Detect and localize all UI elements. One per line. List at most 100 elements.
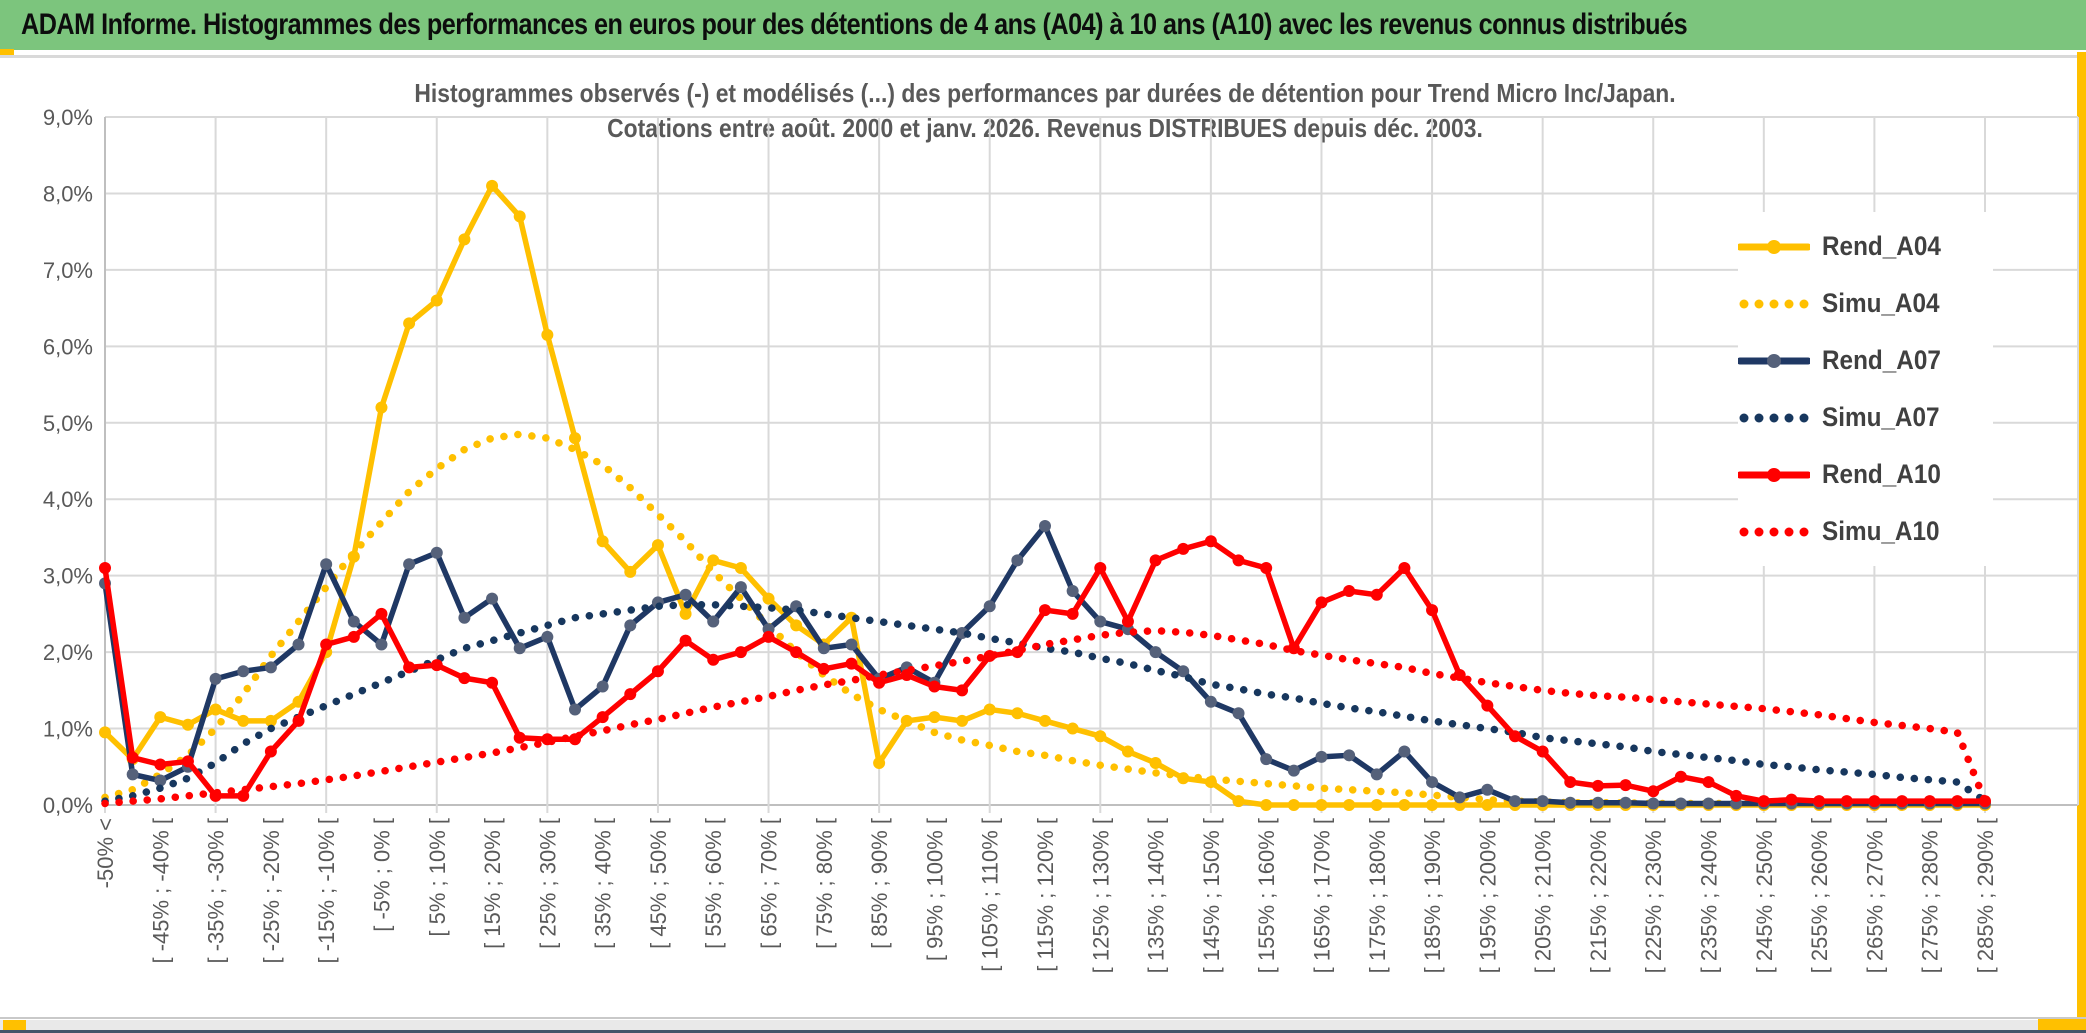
y-axis-label: 8,0% [43,181,93,206]
chart-title-line1: Histogrammes observés (-) et modélisés (… [414,78,1676,108]
marker-Rend_A07 [1343,749,1356,762]
marker-Rend_A04 [928,711,941,724]
marker-Rend_A10 [817,662,830,675]
x-axis-label: [ -25% ; -20% [ [259,818,284,964]
marker-Rend_A10 [1121,615,1134,628]
y-axis-label: 3,0% [43,564,93,589]
marker-Rend_A10 [624,688,637,701]
marker-Rend_A10 [458,672,471,685]
legend-item-Simu_A04: Simu_A04 [1738,275,1993,332]
x-axis-label: [ 35% ; 40% [ [591,818,616,949]
marker-Rend_A10 [320,638,333,651]
marker-Rend_A10 [486,676,499,689]
x-axis-label: [ 245% ; 250% [ [1752,818,1777,973]
marker-Rend_A07 [817,642,830,655]
marker-Rend_A04 [790,619,803,632]
marker-Rend_A04 [430,294,443,307]
x-axis-label: [ 205% ; 210% [ [1531,818,1556,973]
gold-accent-right [2077,52,2086,1033]
marker-Rend_A10 [181,755,194,768]
marker-Rend_A10 [1177,542,1190,555]
legend-item-Rend_A10: Rend_A10 [1738,446,1993,503]
marker-Rend_A07 [237,665,250,678]
marker-Rend_A07 [292,638,305,651]
legend-sample-solid [1738,239,1810,254]
marker-Rend_A04 [237,714,250,727]
y-axis-label: 5,0% [43,411,93,436]
marker-Rend_A04 [569,432,581,445]
gold-accent-left [0,49,14,55]
marker-Rend_A10 [1896,795,1909,808]
y-axis-label: 7,0% [43,258,93,283]
marker-Rend_A07 [569,703,581,716]
marker-Rend_A04 [1398,799,1411,811]
marker-Rend_A10 [430,659,443,672]
marker-Rend_A07 [320,558,333,571]
legend-label: Simu_A07 [1822,402,1940,432]
marker-Rend_A10 [679,634,692,647]
marker-Rend_A04 [1370,799,1383,811]
marker-Rend_A07 [1481,783,1494,796]
marker-Rend_A07 [983,600,996,613]
marker-Rend_A07 [1066,584,1079,597]
marker-Rend_A07 [154,774,167,787]
marker-Rend_A07 [1370,768,1383,781]
marker-Rend_A10 [126,751,139,764]
marker-Rend_A07 [624,619,637,632]
x-axis-label: [ 235% ; 240% [ [1697,818,1722,973]
x-axis-label: [ 55% ; 60% [ [701,818,726,949]
marker-Rend_A04 [99,726,111,739]
marker-Rend_A04 [209,703,222,716]
x-axis-label: [ 175% ; 180% [ [1365,818,1390,973]
marker-Rend_A07 [209,672,222,685]
marker-Rend_A10 [1951,795,1964,808]
marker-Rend_A07 [1426,776,1439,789]
x-axis-label: [ 255% ; 260% [ [1807,818,1832,973]
marker-Rend_A10 [1730,789,1743,802]
marker-Rend_A10 [513,731,526,744]
x-axis-label: [ 165% ; 170% [ [1309,818,1334,973]
chart-legend: Rend_A04 Simu_A04 Rend_A07 Simu_A07 Rend_A10… [1738,212,1993,566]
legend-item-Simu_A07: Simu_A07 [1738,389,1993,446]
marker-Rend_A10 [1840,795,1853,808]
marker-Rend_A10 [1481,699,1494,712]
marker-Rend_A10 [347,630,360,643]
marker-Rend_A04 [181,718,194,731]
marker-Rend_A10 [651,665,664,678]
x-axis-label: [ 135% ; 140% [ [1144,818,1169,973]
marker-Rend_A07 [486,592,499,605]
marker-Rend_A10 [873,676,886,689]
marker-Rend_A10 [762,630,775,643]
marker-Rend_A07 [1564,796,1577,809]
marker-Rend_A10 [375,607,388,620]
x-axis-label: -50% < [93,818,118,888]
marker-Rend_A07 [264,661,277,674]
marker-Rend_A07 [679,588,692,601]
x-axis-label: [ -45% ; -40% [ [148,818,173,964]
marker-Rend_A10 [1813,795,1826,808]
marker-Rend_A10 [1619,779,1632,792]
y-axis-label: 9,0% [43,105,93,130]
marker-Rend_A04 [1260,799,1273,811]
y-axis-label: 0,0% [43,793,93,818]
marker-Rend_A10 [264,745,277,758]
marker-Rend_A10 [845,657,858,670]
marker-Rend_A04 [1039,714,1051,727]
marker-Rend_A10 [1702,776,1715,789]
x-axis-label: [ -35% ; -30% [ [204,818,229,964]
marker-Rend_A07 [734,581,747,594]
marker-Rend_A10 [1868,795,1881,808]
x-axis-label: [ 15% ; 20% [ [480,818,505,949]
marker-Rend_A04 [1343,799,1356,811]
x-axis-label: [ -5% ; 0% [ [369,818,394,932]
marker-Rend_A07 [1453,791,1466,804]
x-axis-label: [ 125% ; 130% [ [1088,818,1113,973]
marker-Rend_A07 [1011,554,1024,567]
series-Rend_A04 [103,183,1985,808]
marker-Rend_A10 [928,680,941,693]
x-axis-label: [ 75% ; 80% [ [812,818,837,949]
marker-Rend_A10 [1509,730,1521,743]
marker-Rend_A07 [1619,796,1632,809]
marker-Rend_A07 [1232,707,1245,720]
marker-Rend_A04 [264,714,277,727]
